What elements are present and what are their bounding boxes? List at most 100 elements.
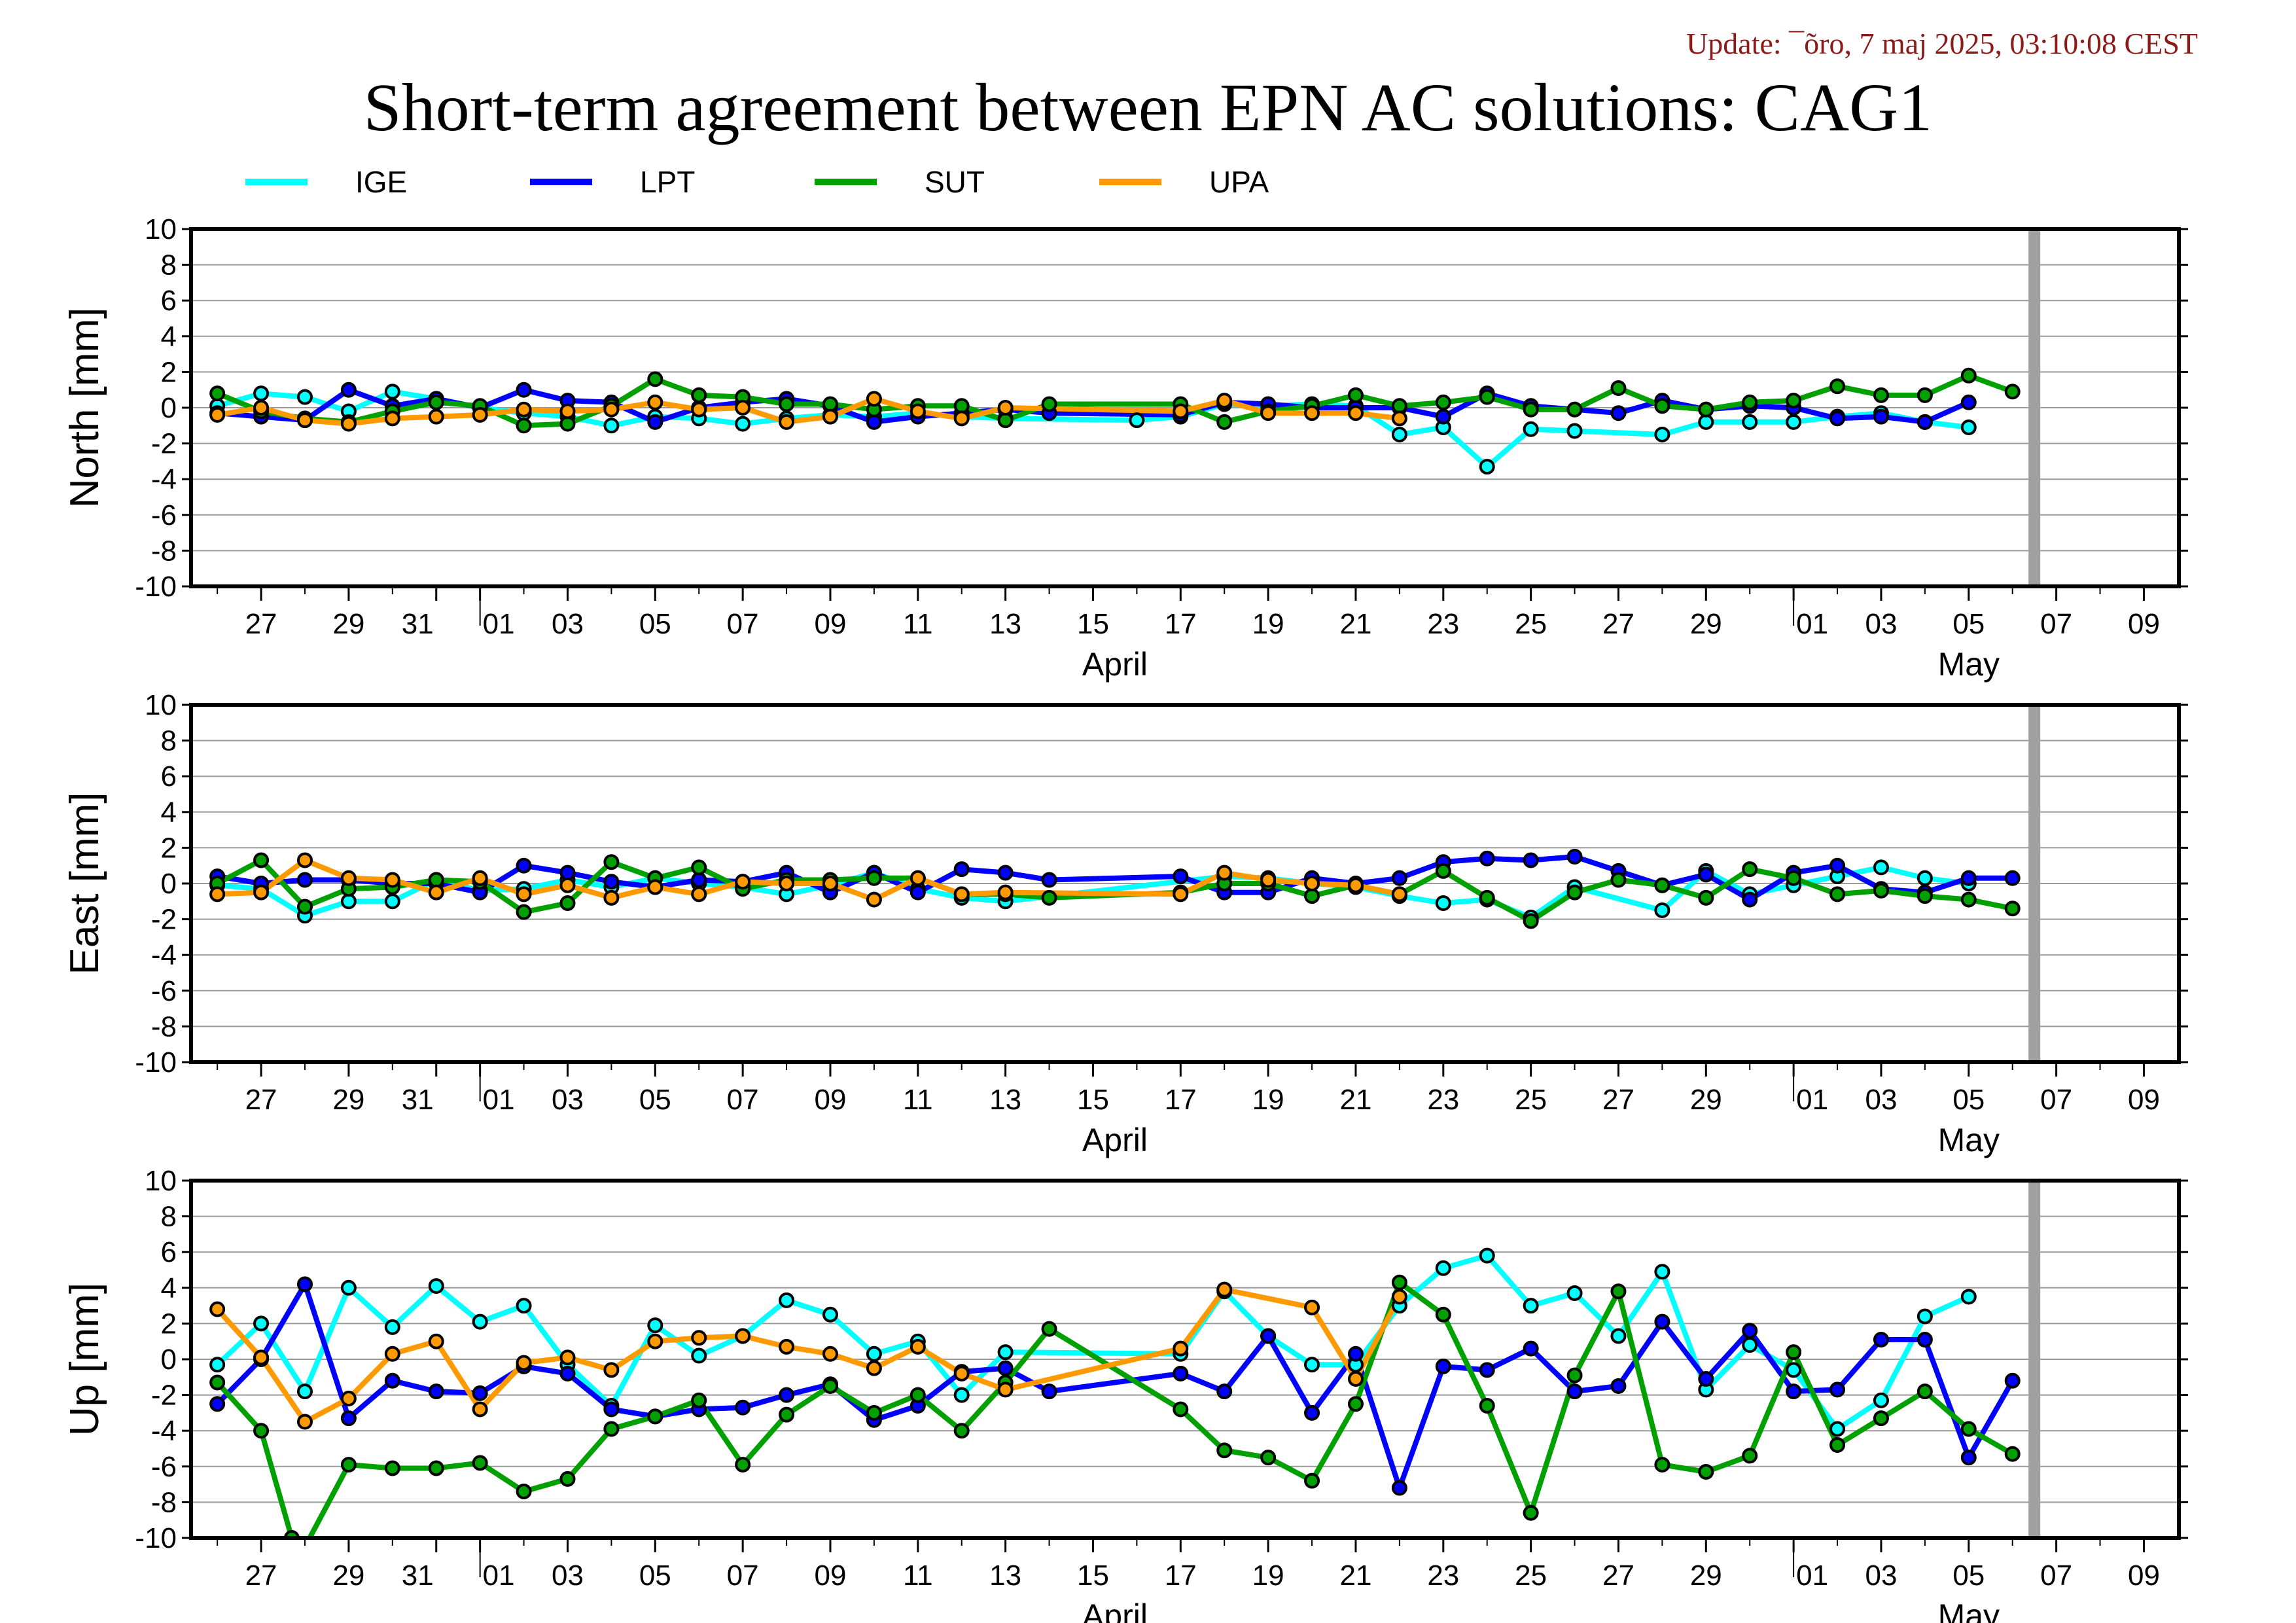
data-point-lpt bbox=[1347, 1346, 1364, 1362]
data-point-upa bbox=[953, 1365, 970, 1382]
y-tick-label: 8 bbox=[161, 249, 177, 281]
data-point-sut bbox=[691, 387, 707, 403]
data-point-upa bbox=[910, 1338, 926, 1355]
data-point-ige bbox=[647, 1317, 663, 1334]
y-tick-label: 4 bbox=[161, 321, 177, 353]
data-point-sut bbox=[1041, 1321, 1057, 1337]
data-point-lpt bbox=[1435, 1358, 1451, 1374]
data-point-sut bbox=[1698, 1463, 1714, 1480]
data-point-lpt bbox=[997, 865, 1014, 881]
data-point-upa bbox=[822, 876, 838, 891]
data-point-upa bbox=[516, 1355, 532, 1371]
data-point-ige bbox=[866, 1346, 882, 1362]
data-point-lpt bbox=[1742, 1323, 1758, 1339]
data-point-lpt bbox=[1698, 866, 1714, 883]
y-tick-label: 8 bbox=[161, 1201, 177, 1233]
x-tick-label: 01 bbox=[483, 1084, 515, 1116]
month-label: April bbox=[1082, 1122, 1148, 1158]
data-point-sut bbox=[209, 1374, 226, 1391]
data-point-ige bbox=[1129, 412, 1145, 429]
data-point-sut bbox=[1916, 387, 1933, 403]
data-point-lpt bbox=[779, 1387, 795, 1403]
today-marker bbox=[2028, 1181, 2041, 1538]
data-point-sut bbox=[1873, 1410, 1889, 1427]
data-point-sut bbox=[1391, 1274, 1407, 1291]
data-point-lpt bbox=[1654, 1313, 1670, 1330]
data-point-upa bbox=[735, 874, 751, 890]
x-tick-label: 13 bbox=[989, 1560, 1021, 1592]
x-tick-label: 05 bbox=[639, 1560, 671, 1592]
y-tick-label: 2 bbox=[161, 832, 177, 864]
y-tick-label: -10 bbox=[135, 571, 177, 603]
data-point-sut bbox=[516, 1484, 532, 1500]
data-point-sut bbox=[428, 394, 444, 410]
data-point-upa bbox=[209, 886, 226, 902]
x-tick-label: 11 bbox=[903, 1084, 933, 1116]
data-point-sut bbox=[1479, 889, 1495, 906]
data-point-upa bbox=[779, 414, 795, 430]
x-tick-label: 11 bbox=[903, 1560, 933, 1592]
x-tick-label: 09 bbox=[2128, 1084, 2160, 1116]
data-point-lpt bbox=[953, 861, 970, 878]
data-point-sut bbox=[1041, 396, 1057, 412]
x-tick-label: 29 bbox=[332, 608, 364, 640]
data-point-sut bbox=[1304, 888, 1320, 904]
data-point-upa bbox=[1173, 403, 1189, 419]
y-tick-label: 6 bbox=[161, 760, 177, 793]
data-point-upa bbox=[516, 401, 532, 418]
data-point-lpt bbox=[1610, 405, 1627, 421]
x-tick-label: 03 bbox=[1865, 1084, 1897, 1116]
data-point-lpt bbox=[1391, 1480, 1407, 1496]
data-point-lpt bbox=[691, 872, 707, 888]
x-tick-label: 03 bbox=[552, 1560, 584, 1592]
data-point-lpt bbox=[1479, 1362, 1495, 1378]
data-point-upa bbox=[559, 1349, 576, 1366]
data-point-ige bbox=[1523, 421, 1539, 437]
data-point-sut bbox=[559, 1471, 576, 1487]
x-tick-label: 15 bbox=[1077, 1084, 1109, 1116]
x-tick-label: 05 bbox=[639, 608, 671, 640]
data-point-upa bbox=[559, 403, 576, 419]
data-point-sut bbox=[1347, 387, 1364, 403]
data-point-lpt bbox=[1916, 414, 1933, 430]
x-tick-label: 01 bbox=[483, 608, 515, 640]
data-point-lpt bbox=[1041, 872, 1057, 888]
data-point-upa bbox=[822, 408, 838, 425]
data-point-ige bbox=[1435, 895, 1451, 912]
data-point-ige bbox=[472, 1313, 488, 1330]
data-point-sut bbox=[603, 1421, 620, 1437]
data-point-sut bbox=[1435, 1306, 1451, 1323]
x-tick-label: 09 bbox=[815, 608, 847, 640]
today-marker bbox=[2028, 705, 2041, 1062]
data-point-ige bbox=[428, 1278, 444, 1294]
data-point-ige bbox=[1566, 1285, 1583, 1301]
data-point-lpt bbox=[1566, 849, 1583, 865]
data-point-upa bbox=[1304, 876, 1320, 891]
x-tick-label: 27 bbox=[1602, 1560, 1634, 1592]
data-point-upa bbox=[735, 400, 751, 416]
data-point-sut bbox=[1786, 393, 1802, 409]
data-point-sut bbox=[1566, 401, 1583, 418]
data-point-upa bbox=[472, 870, 488, 886]
x-tick-label: 01 bbox=[1796, 608, 1828, 640]
data-point-sut bbox=[866, 870, 882, 886]
x-tick-label: 27 bbox=[1602, 1084, 1634, 1116]
y-tick-label: -4 bbox=[151, 939, 177, 971]
y-tick-label: -10 bbox=[135, 1046, 177, 1079]
data-point-ige bbox=[1960, 419, 1977, 436]
data-point-sut bbox=[472, 1455, 488, 1471]
data-point-lpt bbox=[647, 414, 663, 430]
data-point-upa bbox=[779, 1338, 795, 1355]
y-tick-label: 10 bbox=[145, 689, 177, 721]
data-point-ige bbox=[1960, 1289, 1977, 1305]
x-tick-label: 11 bbox=[903, 608, 933, 640]
plot-frame bbox=[189, 227, 2181, 588]
data-point-lpt bbox=[472, 1385, 488, 1401]
x-tick-label: 29 bbox=[332, 1560, 364, 1592]
data-point-upa bbox=[603, 1362, 620, 1378]
x-tick-label: 09 bbox=[2128, 608, 2160, 640]
x-tick-label: 25 bbox=[1515, 1084, 1547, 1116]
month-label: May bbox=[1938, 1122, 2000, 1158]
data-point-upa bbox=[866, 891, 882, 908]
data-point-upa bbox=[296, 852, 313, 868]
